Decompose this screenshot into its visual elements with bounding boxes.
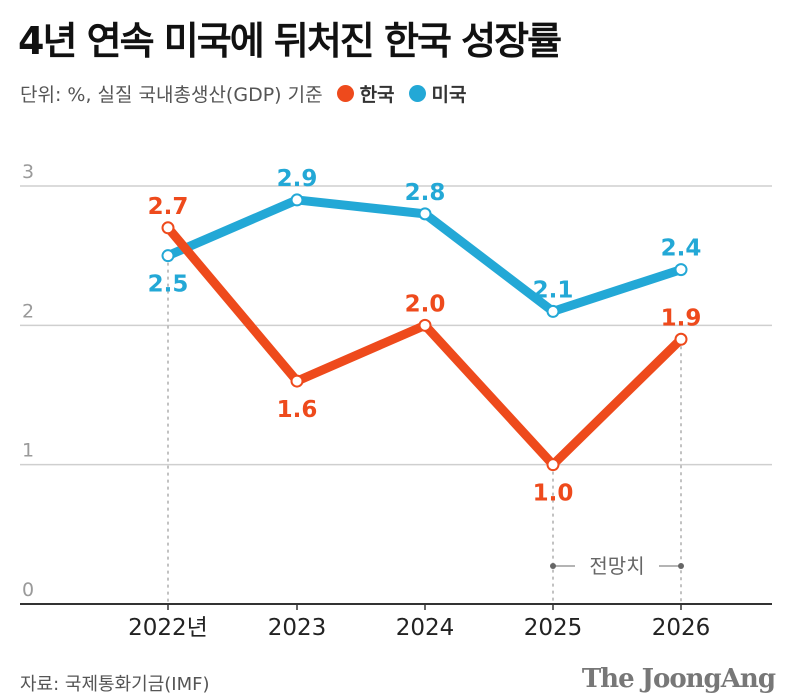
- data-label-korea: 2.0: [405, 291, 446, 317]
- legend-label-usa: 미국: [431, 84, 467, 106]
- forecast-label: 전망치: [589, 554, 644, 578]
- legend-dot-usa: [408, 85, 426, 102]
- data-label-usa: 2.8: [405, 180, 446, 206]
- data-label-korea: 1.0: [533, 481, 574, 507]
- data-label-usa: 2.1: [533, 277, 574, 303]
- forecast-bracket-dot: [678, 563, 684, 569]
- source-note: 자료: 국제통화기금(IMF): [20, 674, 210, 695]
- data-label-korea: 1.9: [661, 305, 702, 331]
- chart-title: 4년 연속 미국에 뒤처진 한국 성장률: [18, 19, 562, 63]
- data-point-korea: [418, 318, 432, 332]
- x-tick-label: 2024: [396, 615, 455, 641]
- data-point-korea: [290, 374, 304, 388]
- data-point-usa: [418, 207, 432, 221]
- legend-item-usa: 미국: [408, 80, 467, 107]
- subtitle-row: 단위: %, 실질 국내총생산(GDP) 기준 한국 미국: [20, 80, 467, 107]
- data-point-korea: [161, 221, 175, 235]
- data-point-usa: [546, 304, 560, 318]
- y-tick-label: 3: [22, 161, 34, 183]
- y-tick-label: 0: [22, 579, 34, 601]
- x-tick-label: 2025: [524, 615, 583, 641]
- unit-note: 단위: %, 실질 국내총생산(GDP) 기준: [20, 84, 323, 106]
- data-point-usa: [161, 249, 175, 263]
- legend-label-korea: 한국: [359, 84, 395, 106]
- series-line-korea: [163, 223, 686, 470]
- legend-item-korea: 한국: [336, 80, 395, 107]
- data-point-usa: [290, 193, 304, 207]
- data-point-korea: [674, 332, 688, 346]
- forecast-bracket-dot: [550, 563, 556, 569]
- data-point-korea: [546, 458, 560, 472]
- x-tick-label: 2026: [652, 615, 711, 641]
- data-label-usa: 2.5: [148, 272, 189, 298]
- y-tick-label: 2: [22, 300, 34, 322]
- legend-dot-korea: [336, 85, 354, 102]
- x-tick-label: 2023: [268, 615, 327, 641]
- data-point-usa: [674, 263, 688, 277]
- data-label-usa: 2.9: [277, 166, 318, 192]
- brand-logo: The JoongAng: [581, 664, 776, 694]
- data-label-korea: 1.6: [277, 397, 318, 423]
- data-label-usa: 2.4: [661, 236, 702, 262]
- x-tick-label: 2022년: [128, 615, 208, 641]
- data-label-korea: 2.7: [148, 194, 189, 220]
- y-tick-label: 1: [22, 440, 34, 462]
